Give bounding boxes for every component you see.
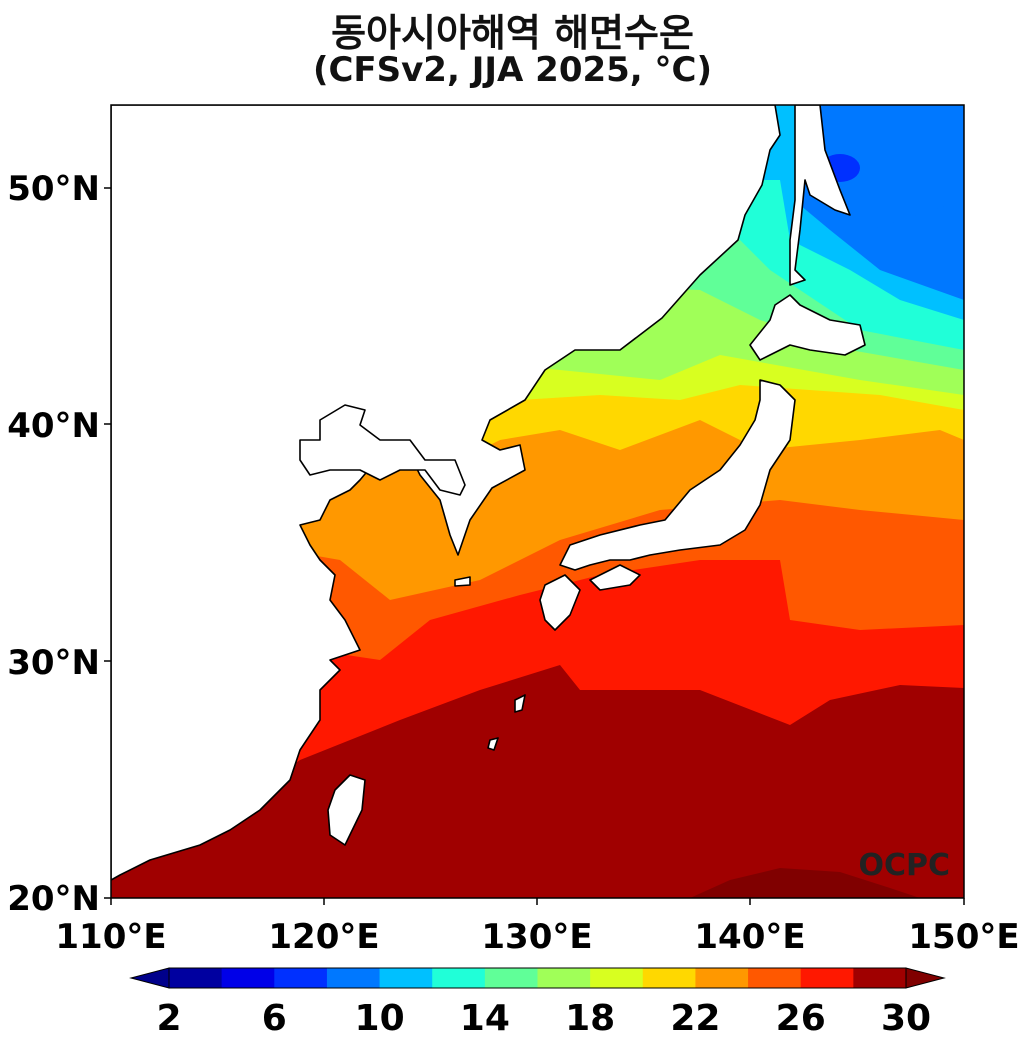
colorbar-tick-label: 2 — [156, 998, 181, 1039]
hokkaido — [749, 294, 866, 361]
colorbar-segment — [853, 968, 907, 988]
colorbar-tick-label: 6 — [262, 998, 287, 1039]
sst-band-above-30 — [690, 868, 920, 898]
y-tick-30: 30°N — [7, 643, 100, 683]
x-tick-130: 130°E — [481, 917, 592, 957]
ocpc-watermark: OCPC — [858, 848, 950, 883]
colorbar: 2 6 10 14 18 22 26 30 — [129, 967, 946, 1039]
okinawa — [514, 694, 526, 713]
sst-band-28-30 — [111, 665, 964, 898]
colorbar-segment — [748, 968, 802, 988]
x-tick-150: 150°E — [908, 917, 1019, 957]
jeju-island — [454, 576, 471, 587]
colorbar-tick-label: 18 — [565, 998, 615, 1039]
colorbar-segment — [695, 968, 749, 988]
kyushu — [539, 574, 581, 631]
colorbar-segment — [537, 968, 591, 988]
map-title: 동아시아해역 해면수온 — [331, 11, 694, 55]
colorbar-frame — [168, 967, 907, 989]
land — [111, 105, 866, 881]
taiwan — [327, 774, 366, 846]
colorbar-tick-label: 14 — [460, 998, 510, 1039]
colorbar-segment — [590, 968, 644, 988]
y-tick-20: 20°N — [7, 879, 100, 919]
colorbar-segment — [274, 968, 328, 988]
colorbar-segment — [221, 968, 275, 988]
ryukyu-islands — [487, 737, 499, 751]
colorbar-segment — [169, 968, 223, 988]
colorbar-over-arrow — [905, 967, 946, 989]
honshu — [559, 379, 796, 571]
x-tick-110: 110°E — [55, 917, 166, 957]
x-tick-120: 120°E — [268, 917, 379, 957]
colorbar-segment — [800, 968, 854, 988]
colorbar-segment — [326, 968, 381, 988]
colorbar-tick-label: 10 — [355, 998, 405, 1039]
colorbar-segment — [642, 968, 696, 988]
colorbar-tick-label: 22 — [670, 998, 720, 1039]
y-tick-50: 50°N — [7, 169, 100, 209]
colorbar-under-arrow — [129, 967, 170, 989]
colorbar-tick-label: 26 — [776, 998, 826, 1039]
bohai-coast — [299, 404, 466, 496]
colorbar-segment — [484, 968, 538, 988]
sst-field — [111, 105, 964, 898]
shikoku — [589, 564, 641, 591]
colorbar-tick-label: 30 — [881, 998, 931, 1039]
sakhalin — [789, 105, 851, 286]
y-tick-40: 40°N — [7, 406, 100, 446]
x-tick-140: 140°E — [694, 917, 805, 957]
map-subtitle: (CFSv2, JJA 2025, °C) — [312, 50, 713, 90]
colorbar-segment — [432, 968, 486, 988]
colorbar-segment — [379, 968, 433, 988]
